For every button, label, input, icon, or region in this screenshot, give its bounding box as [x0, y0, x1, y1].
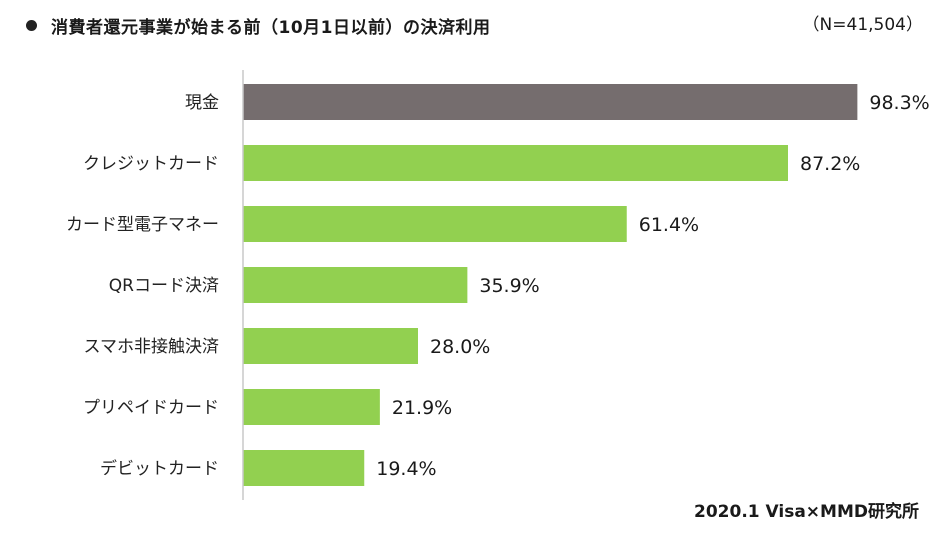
category-label: カード型電子マネー [66, 215, 219, 235]
bar-1 [243, 84, 858, 120]
value-label: 28.0% [430, 336, 490, 358]
value-label: 98.3% [869, 92, 929, 114]
sample-size: （N=41,504） [802, 15, 923, 35]
bar-6 [243, 389, 380, 425]
chart-title-row: 消費者還元事業が始まる前（10月1日以前）の決済利用 [26, 10, 491, 40]
bar-2 [243, 145, 788, 181]
category-label: デビットカード [100, 458, 219, 479]
bullet-dot-icon [26, 19, 37, 31]
category-label: スマホ非接触決済 [84, 337, 220, 357]
value-label: 61.4% [639, 214, 699, 236]
category-label: プリペイドカード [83, 398, 219, 418]
source-credit: 2020.1 Visa×MMD研究所 [694, 502, 919, 522]
value-label: 19.4% [376, 458, 436, 480]
bar-4 [243, 267, 468, 303]
bar-3 [243, 206, 627, 242]
value-label: 87.2% [800, 153, 860, 175]
value-label: 35.9% [479, 275, 539, 297]
category-label: クレジットカード [83, 154, 219, 174]
category-label: QRコード決済 [109, 276, 219, 296]
bar-7 [243, 450, 365, 486]
chart-title: 消費者還元事業が始まる前（10月1日以前）の決済利用 [51, 17, 491, 38]
value-label: 21.9% [392, 397, 452, 419]
category-label: 現金 [185, 93, 219, 113]
bar-5 [243, 328, 418, 364]
